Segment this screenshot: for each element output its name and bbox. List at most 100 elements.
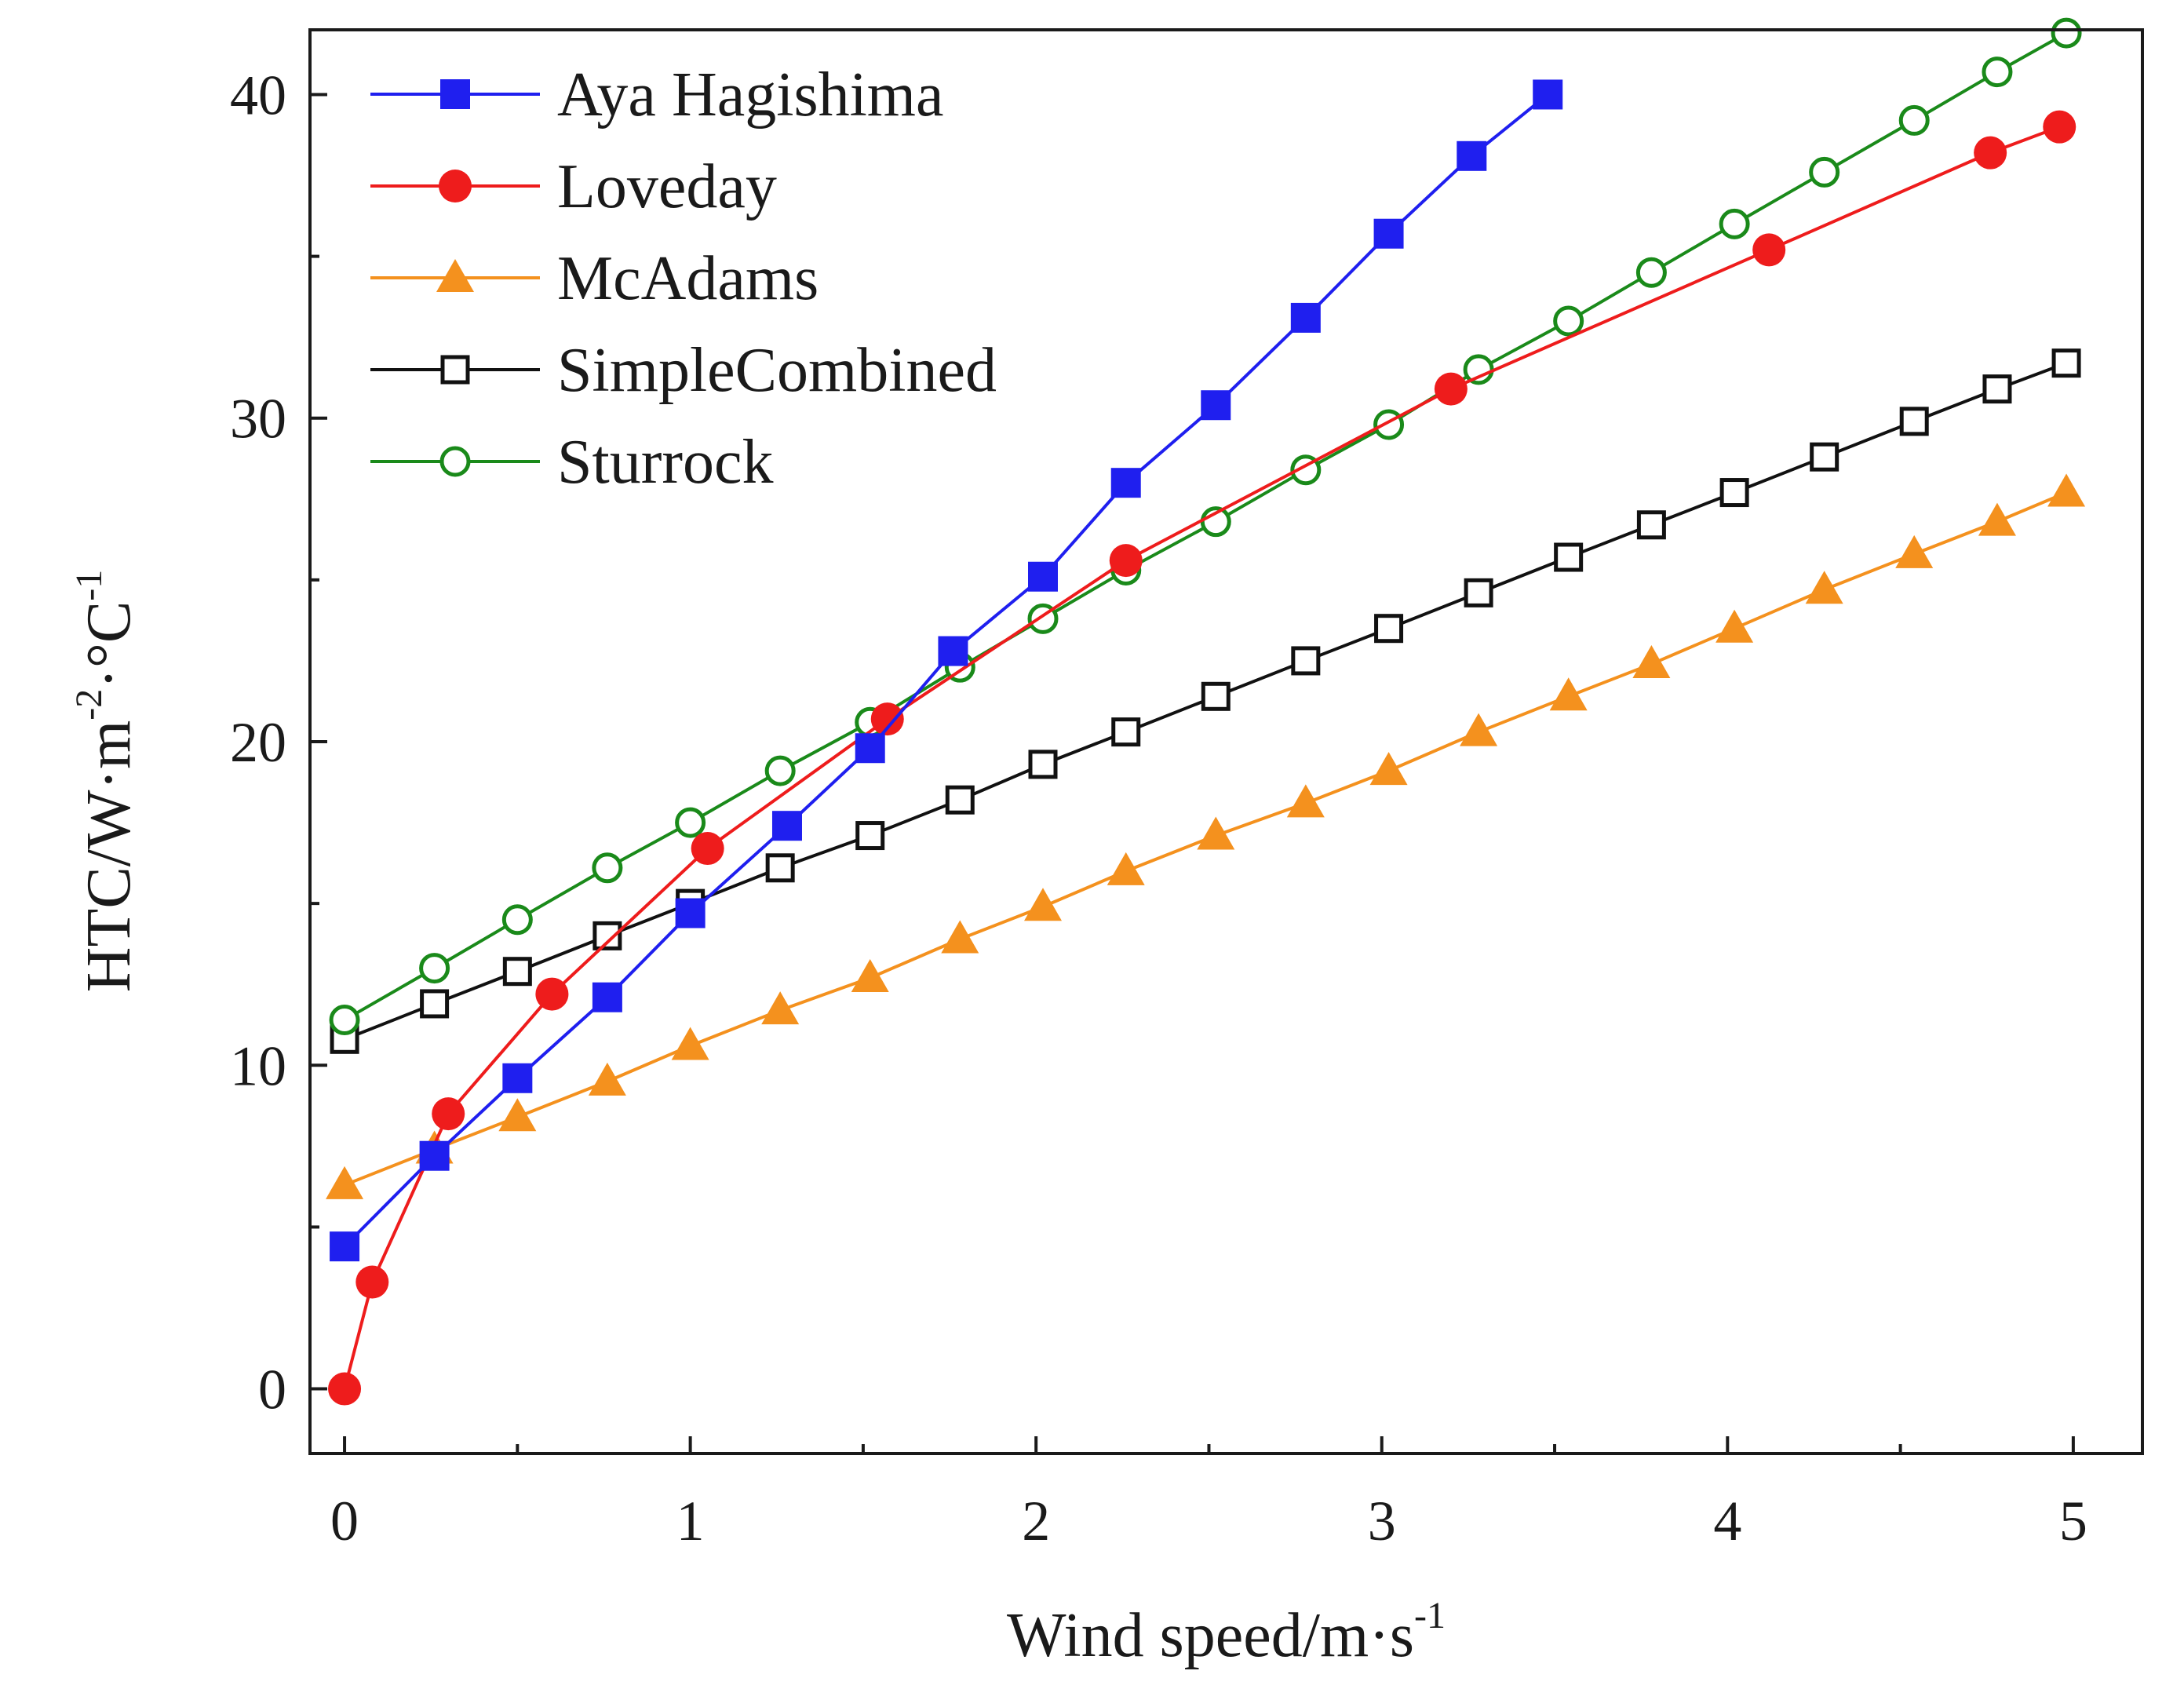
data-point (691, 832, 724, 866)
series-mcadams (326, 473, 2086, 1199)
data-point (1635, 257, 1667, 288)
data-point (851, 958, 889, 992)
legend-label: Sturrock (557, 428, 774, 497)
data-point (870, 702, 904, 736)
data-point (1107, 852, 1145, 885)
data-point (1463, 354, 1494, 385)
data-point (592, 982, 622, 1012)
x-axis-title-text: Wind speed/m·s (1007, 1601, 1414, 1670)
data-point (1719, 208, 1750, 239)
data-point (1460, 713, 1498, 746)
data-point (1457, 140, 1487, 171)
x-tick-label: 4 (1713, 1490, 1741, 1552)
data-point (1111, 717, 1141, 747)
data-point (432, 1097, 465, 1131)
data-point (1982, 374, 2012, 404)
legend-label: SimpleCombined (557, 336, 997, 405)
data-point (1636, 510, 1666, 540)
data-point (588, 1062, 626, 1096)
y-tick-label: 40 (230, 64, 286, 126)
x-tick-label: 2 (1022, 1490, 1050, 1552)
legend-marker (440, 355, 470, 385)
x-axis-title-superscript: -1 (1414, 1595, 1446, 1636)
y-axis-title: HTC/W·m-2·°C-1 (68, 570, 144, 993)
data-point (330, 1231, 360, 1262)
data-point (855, 821, 885, 851)
data-point (1895, 534, 1934, 568)
data-point (2047, 473, 2086, 507)
data-point (2043, 110, 2076, 144)
data-point (501, 904, 533, 936)
data-point (1286, 784, 1325, 818)
series-aya-hagishima (330, 79, 1563, 1262)
legend-marker (439, 170, 472, 202)
data-point (1974, 136, 2007, 170)
legend-label: McAdams (557, 244, 819, 313)
legend-entry: Loveday (370, 152, 777, 221)
data-point (535, 977, 569, 1011)
data-point (1028, 750, 1058, 779)
data-point (675, 807, 706, 838)
legend-label: Aya Hagishima (557, 60, 944, 130)
data-point (855, 733, 885, 764)
data-point (761, 991, 800, 1025)
legend-marker (436, 259, 474, 292)
legend-marker (440, 79, 470, 109)
data-point (1898, 104, 1930, 136)
data-point (1434, 372, 1468, 406)
data-point (419, 953, 450, 984)
x-tick-label: 3 (1368, 1490, 1396, 1552)
data-point (1715, 609, 1754, 643)
y-tick-label: 10 (230, 1034, 286, 1097)
data-point (1290, 302, 1321, 333)
x-axis-title: Wind speed/m·s-1 (1007, 1595, 1446, 1670)
data-point (1553, 305, 1584, 337)
legend-entry: Aya Hagishima (370, 60, 944, 130)
data-point (1719, 478, 1749, 508)
data-point (1109, 544, 1143, 578)
data-point (502, 1063, 533, 1093)
data-point (675, 898, 706, 928)
x-tick-label: 0 (330, 1490, 359, 1552)
legend-entry: McAdams (370, 244, 819, 313)
legend: Aya Hagishima Loveday McAdams SimpleCombine… (370, 60, 997, 497)
data-point (1809, 156, 1840, 188)
data-point (771, 811, 802, 841)
data-point (1899, 407, 1929, 436)
data-point (1028, 561, 1058, 592)
legend-entry: SimpleCombined (370, 336, 997, 405)
data-point (419, 1140, 450, 1171)
y-tick-label: 20 (230, 711, 286, 774)
data-point (328, 1372, 362, 1406)
data-point (1024, 888, 1062, 921)
data-point (1201, 390, 1231, 421)
data-point (1464, 578, 1493, 607)
data-point (1805, 571, 1843, 604)
legend-marker (439, 446, 471, 477)
data-point (1549, 677, 1588, 711)
series-line (343, 125, 2060, 1390)
data-point (1533, 79, 1563, 110)
data-point (329, 1005, 360, 1036)
data-point (1982, 57, 2013, 88)
data-point (764, 755, 796, 786)
data-point (1978, 502, 2016, 536)
data-point (1201, 681, 1231, 711)
x-tick-label: 5 (2059, 1490, 2087, 1552)
data-point (938, 636, 968, 666)
data-point (498, 1098, 537, 1132)
y-axis-title-superscript-1: -2 (68, 689, 110, 720)
data-point (765, 853, 795, 883)
series-layer (326, 17, 2086, 1406)
y-axis-title-middle: ·°C (75, 601, 144, 689)
y-axis-title-superscript-2: -1 (68, 570, 110, 601)
y-tick-label: 0 (258, 1359, 286, 1421)
data-point (1369, 752, 1408, 786)
y-axis-title-text: HTC/W·m (75, 720, 144, 993)
axis-ticks: 0 1 2 3 4 5 0 10 20 30 40 (230, 64, 2087, 1552)
series-sturrock (329, 17, 2082, 1036)
data-point (941, 920, 979, 954)
data-point (945, 785, 975, 815)
data-point (1110, 468, 1141, 498)
